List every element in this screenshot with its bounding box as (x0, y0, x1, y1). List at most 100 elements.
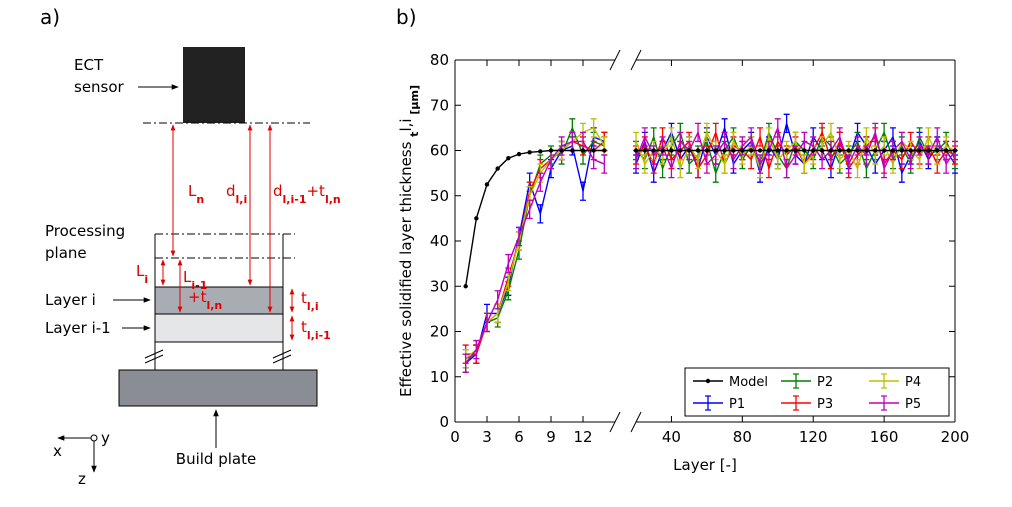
dimension-label-part: d (273, 182, 283, 200)
y-axis-label: Effective solidified layer thickness tl,… (397, 85, 421, 397)
point (538, 149, 543, 154)
point (591, 148, 596, 153)
point (695, 148, 701, 153)
legend-swatch (793, 395, 799, 411)
legend-label: P2 (817, 375, 833, 390)
legend-swatch (793, 373, 799, 389)
y-axis-label-part: [µm] (408, 85, 421, 118)
dimension-label-part: t (301, 318, 307, 336)
dimension-label-part: l,i-1 (283, 193, 307, 206)
y-axis-label-part: l,i (397, 118, 415, 131)
axis-name: x (53, 442, 62, 460)
dimension-label-part: i-1 (191, 279, 207, 292)
dimension-label-part: i (144, 273, 148, 286)
point (463, 284, 468, 289)
axis-break (609, 49, 621, 71)
y-tick-label: 70 (430, 96, 449, 114)
point (908, 148, 913, 153)
point (952, 148, 958, 153)
point (748, 148, 754, 153)
point (926, 148, 931, 153)
point (917, 148, 922, 153)
dimension-label-part: l,i-1 (307, 329, 331, 342)
point (873, 148, 878, 153)
legend-box (684, 367, 950, 417)
axis-name: y (101, 429, 110, 447)
panel-label: b) (396, 5, 417, 29)
panel-label: a) (40, 5, 60, 29)
x-tick-label: 12 (573, 428, 592, 446)
point (495, 166, 500, 171)
sensor-label: sensor (74, 78, 125, 96)
point (793, 148, 798, 153)
x-tick-label: 200 (941, 428, 970, 446)
chart: b) 0 10 20 30 40 50 60 70 80 0 3 6 9 12 40 80 120 160 200 La… (396, 5, 969, 474)
dimension-label: tl,i-1 (301, 318, 331, 342)
x-tick-label: 120 (799, 428, 828, 446)
legend-label: P4 (905, 375, 921, 390)
axis-break (630, 411, 642, 433)
y-axis-label-part: Effective solidified layer thickness (397, 137, 415, 397)
legend-swatch (881, 395, 887, 411)
dimension-label-part: n (196, 193, 204, 206)
point (722, 148, 727, 153)
sensor (183, 47, 245, 123)
dimension-label: Ln (188, 182, 204, 206)
legend-swatch (705, 378, 711, 384)
layer-label: Layer i (45, 291, 96, 309)
point (527, 150, 532, 155)
point (740, 148, 745, 153)
point (855, 148, 860, 153)
x-tick-label: 6 (514, 428, 524, 446)
axis-origin (90, 434, 98, 442)
legend-label: P1 (729, 397, 745, 412)
point (642, 148, 648, 153)
dimension-label-part: L (188, 182, 197, 200)
x-tick-label: 40 (662, 428, 681, 446)
point (474, 216, 479, 221)
x-tick-label: 160 (870, 428, 899, 446)
build-plate-label: Build plate (176, 450, 256, 468)
layer-label: Layer i-1 (45, 319, 111, 337)
point (713, 148, 718, 153)
point (516, 151, 522, 157)
y-tick-label: 50 (430, 187, 449, 205)
point (570, 148, 575, 153)
point (802, 148, 807, 153)
point (846, 148, 851, 153)
point (819, 148, 825, 153)
point (506, 155, 511, 161)
point (890, 148, 896, 153)
point (651, 148, 656, 153)
dimension-label-part: l,i (236, 193, 248, 206)
x-tick-label: 9 (546, 428, 556, 446)
y-axis-label-part: t (408, 132, 421, 137)
dimension-label: Li-1 (183, 268, 207, 292)
dimension-label-part: d (226, 182, 236, 200)
point (828, 148, 834, 153)
dimension-label: Li (136, 262, 148, 286)
point (559, 148, 564, 153)
point (935, 148, 940, 153)
build-plate (118, 369, 318, 407)
point (899, 148, 905, 153)
dimension-arrows (160, 124, 295, 341)
plane-label: plane (45, 244, 87, 262)
legend-label: P5 (905, 397, 921, 412)
dimension-label-part: L (183, 268, 192, 286)
point (757, 148, 763, 153)
axis-break (630, 49, 642, 71)
point (548, 148, 554, 153)
dimension-label-part: L (136, 262, 145, 280)
series-line (465, 140, 605, 364)
point (881, 148, 887, 153)
y-tick-label: 20 (430, 323, 449, 341)
point (775, 148, 780, 153)
dimension-label: +tl,n (188, 288, 222, 312)
point (811, 148, 816, 153)
point (602, 148, 607, 153)
sensor-label: ECT (74, 56, 104, 74)
x-tick-label: 3 (482, 428, 492, 446)
point (943, 148, 949, 153)
dimension-label-part: +t (188, 288, 207, 306)
